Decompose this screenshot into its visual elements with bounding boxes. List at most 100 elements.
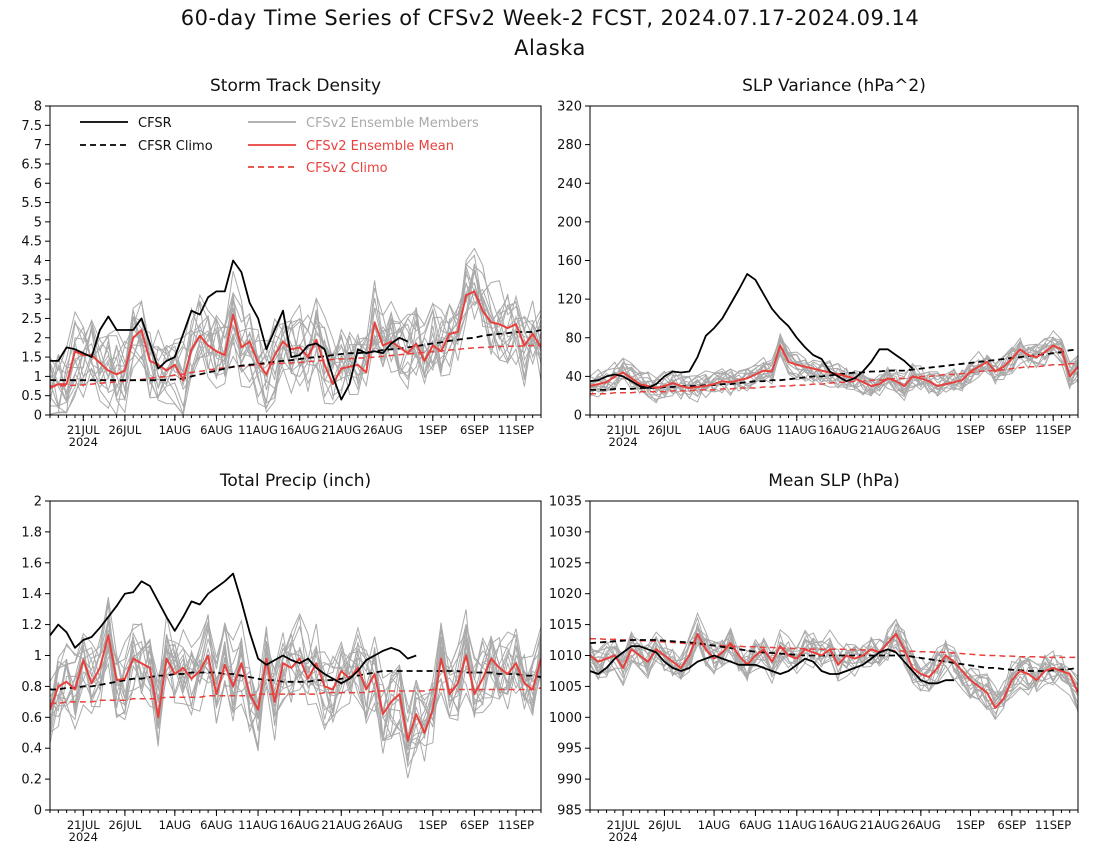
y-tick-label: 1.8 bbox=[21, 525, 42, 540]
ensemble-member-line bbox=[590, 330, 1078, 396]
x-tick-label: 26AUG bbox=[901, 818, 941, 832]
x-tick-label: 1SEP bbox=[418, 818, 447, 832]
y-tick-label: 1025 bbox=[549, 556, 582, 571]
y-tick-label: 8 bbox=[34, 100, 42, 115]
ensemble-member-line bbox=[50, 292, 541, 405]
panel-title: Mean SLP (hPa) bbox=[768, 471, 900, 491]
y-tick-label: 2.5 bbox=[21, 312, 42, 327]
ensemble-member-line bbox=[50, 622, 541, 764]
x-tick-label: 1SEP bbox=[956, 423, 985, 437]
y-tick-label: 6 bbox=[34, 177, 42, 192]
panel-mean-slp-hpa: Mean SLP (hPa) 985 990 995 1000 1005 1010 1015 1… bbox=[549, 471, 1079, 844]
y-tick-label: 5.5 bbox=[21, 196, 42, 211]
x-tick-label: 26JUL bbox=[648, 423, 681, 437]
cfsr-line bbox=[50, 572, 417, 685]
y-tick-label: 5 bbox=[34, 215, 42, 230]
y-tick-label: 0 bbox=[34, 804, 42, 819]
ensemble-member-line bbox=[50, 622, 541, 748]
cfsv2-climo-line bbox=[590, 363, 1078, 395]
x-tick-label: 11AUG bbox=[238, 423, 278, 437]
x-tick-label: 26JUL bbox=[108, 423, 141, 437]
y-tick-label: 2 bbox=[34, 495, 42, 510]
y-tick-label: 995 bbox=[557, 742, 582, 757]
y-tick-label: 40 bbox=[565, 370, 582, 385]
x-tick-year-label: 2024 bbox=[69, 830, 98, 844]
x-tick-label: 21JUL bbox=[67, 423, 100, 437]
x-tick-label: 11SEP bbox=[1035, 818, 1071, 832]
panel-slp-variance-hpa-2: SLP Variance (hPa^2) 0 40 80 120 160 200 240 280… bbox=[557, 76, 1079, 449]
ensemble-mean-line bbox=[50, 290, 541, 389]
y-tick-label: 160 bbox=[557, 254, 582, 269]
plot-area bbox=[50, 572, 541, 779]
panel-total-precip-inch: Total Precip (inch) 0 0.2 0.4 0.6 0.8 1 1.2 1.4 1… bbox=[21, 471, 542, 844]
x-tick-label: 21JUL bbox=[67, 818, 100, 832]
x-tick-label: 11AUG bbox=[777, 423, 817, 437]
y-tick-label: 1.6 bbox=[21, 556, 42, 571]
figure-subtitle: Alaska bbox=[514, 36, 586, 60]
figure-title: 60-day Time Series of CFSv2 Week-2 FCST,… bbox=[180, 6, 920, 30]
y-tick-label: 1 bbox=[34, 649, 42, 664]
x-tick-label: 1AUG bbox=[698, 818, 731, 832]
y-tick-label: 4 bbox=[34, 254, 42, 269]
y-tick-label: 7 bbox=[34, 138, 42, 153]
ensemble-member-line bbox=[50, 269, 541, 415]
legend-ens-mean-label: CFSv2 Ensemble Mean bbox=[306, 139, 454, 154]
y-tick-label: 1.4 bbox=[21, 587, 42, 602]
x-tick-label: 21JUL bbox=[607, 818, 640, 832]
y-tick-label: 0.4 bbox=[21, 742, 42, 757]
x-tick-label: 26AUG bbox=[901, 423, 941, 437]
x-tick-label: 1SEP bbox=[956, 818, 985, 832]
y-tick-label: 1010 bbox=[549, 649, 582, 664]
cfsv2-climo-line bbox=[590, 638, 1078, 659]
x-tick-label: 1SEP bbox=[418, 423, 447, 437]
y-tick-label: 200 bbox=[557, 215, 582, 230]
x-tick-label: 6AUG bbox=[200, 423, 233, 437]
y-tick-label: 1015 bbox=[549, 618, 582, 633]
y-tick-label: 240 bbox=[557, 177, 582, 192]
x-tick-year-label: 2024 bbox=[69, 435, 98, 449]
y-tick-label: 0.6 bbox=[21, 711, 42, 726]
x-tick-label: 6SEP bbox=[997, 423, 1026, 437]
y-tick-label: 1020 bbox=[549, 587, 582, 602]
y-tick-label: 7.5 bbox=[21, 119, 42, 134]
x-tick-label: 26AUG bbox=[363, 423, 403, 437]
cfsr-line bbox=[590, 645, 954, 685]
ensemble-member-line bbox=[590, 631, 1078, 721]
cfsr-line bbox=[590, 273, 914, 389]
y-tick-label: 6.5 bbox=[21, 157, 42, 172]
y-tick-label: 1005 bbox=[549, 680, 582, 695]
x-tick-label: 16AUG bbox=[280, 423, 320, 437]
x-tick-label: 16AUG bbox=[818, 818, 858, 832]
ensemble-mean-line bbox=[50, 634, 541, 742]
y-tick-label: 990 bbox=[557, 773, 582, 788]
x-tick-label: 6AUG bbox=[739, 423, 772, 437]
cfsr-line bbox=[50, 259, 409, 401]
y-tick-label: 2 bbox=[34, 331, 42, 346]
panel-storm-track-density: Storm Track Density 0 0.5 1 1.5 2 2.5 3 3.5 4 4.5 5… bbox=[21, 76, 542, 449]
y-tick-label: 3 bbox=[34, 293, 42, 308]
legend: CFSR CFSR Climo CFSv2 Ensemble Members CFSv… bbox=[80, 116, 479, 176]
y-tick-label: 0.8 bbox=[21, 680, 42, 695]
x-tick-label: 6SEP bbox=[460, 818, 489, 832]
y-tick-label: 280 bbox=[557, 138, 582, 153]
x-tick-label: 6SEP bbox=[997, 818, 1026, 832]
y-tick-label: 3.5 bbox=[21, 273, 42, 288]
plot-area bbox=[50, 247, 541, 415]
cfsv2-climo-line bbox=[50, 687, 541, 705]
y-tick-label: 80 bbox=[565, 331, 582, 346]
y-tick-label: 4.5 bbox=[21, 235, 42, 250]
cfsr-climo-line bbox=[50, 329, 541, 382]
panel-title: SLP Variance (hPa^2) bbox=[742, 76, 926, 96]
x-tick-label: 11SEP bbox=[498, 423, 534, 437]
x-tick-label: 21AUG bbox=[860, 423, 900, 437]
x-tick-label: 21AUG bbox=[860, 818, 900, 832]
y-tick-label: 1000 bbox=[549, 711, 582, 726]
y-tick-label: 985 bbox=[557, 804, 582, 819]
ensemble-member-line bbox=[590, 336, 1078, 396]
legend-cfsv2-climo-label: CFSv2 Climo bbox=[306, 161, 388, 176]
plot-area bbox=[590, 273, 1078, 404]
x-tick-label: 16AUG bbox=[818, 423, 858, 437]
x-tick-label: 6SEP bbox=[460, 423, 489, 437]
panel-title: Total Precip (inch) bbox=[219, 471, 371, 491]
